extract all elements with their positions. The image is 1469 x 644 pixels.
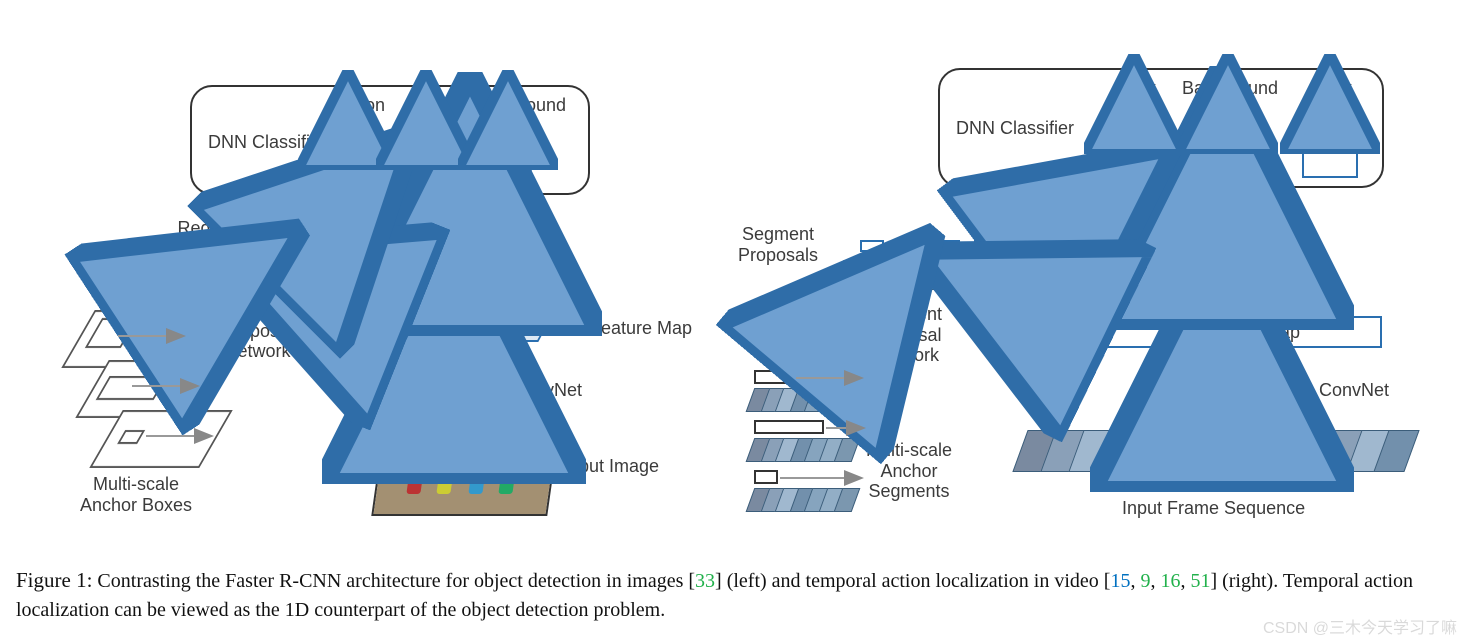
right-input-label: Input Frame Sequence <box>1122 498 1305 519</box>
right-anchor-label: Multi-scale Anchor Segments <box>866 440 952 502</box>
right-roi-out-2 <box>1302 142 1358 178</box>
right-roi-out-0 <box>1106 142 1162 178</box>
caption-text-2: ] (left) and temporal action localizatio… <box>715 570 1110 592</box>
right-class-output-0: Dunk <box>1114 78 1156 99</box>
right-anchor-bar-1 <box>754 420 824 434</box>
caption-text-3: , <box>1130 570 1140 592</box>
left-region-proposals-label: Region Proposals <box>166 218 246 259</box>
right-spn-label: Segment Proposal Network <box>870 304 942 366</box>
caption-text-1: Contrasting the Faster R-CNN architectur… <box>92 570 695 592</box>
right-proposal-strip <box>838 260 1028 290</box>
left-input-image <box>371 420 560 516</box>
left-class-output-0: Person <box>328 95 385 116</box>
right-anchor-strip-0 <box>750 388 852 412</box>
right-anchor-bar-2 <box>754 470 778 484</box>
left-roi-feature-2 <box>481 162 536 178</box>
right-segment-proposals-label: Segment Proposals <box>738 224 818 265</box>
right-class-output-2: Dunk <box>1310 78 1352 99</box>
caption-ref-3[interactable]: 9 <box>1140 570 1150 592</box>
left-convnet-label: 2D ConvNet <box>484 380 582 401</box>
caption-ref-5[interactable]: 51 <box>1190 570 1210 592</box>
caption-ref-4[interactable]: 16 <box>1160 570 1180 592</box>
caption-ref-2[interactable]: 15 <box>1110 570 1130 592</box>
right-anchor-bar-0 <box>754 370 794 384</box>
figure-number: Figure 1: <box>16 568 92 592</box>
left-classifier-label: DNN Classifier <box>208 132 326 153</box>
left-roi-feature-1 <box>399 162 454 178</box>
left-feature-map-side <box>342 328 545 342</box>
right-seg-prop-1 <box>900 240 960 252</box>
right-anchor-strip-1 <box>750 438 852 462</box>
right-class-output-1: Background <box>1182 78 1278 99</box>
left-anchor-plane-2 <box>89 410 232 468</box>
diagram-area: DNN Classifier Person Bike Background Ro… <box>0 0 1469 560</box>
left-anchor-label: Multi-scale Anchor Boxes <box>80 474 192 515</box>
figure-caption: Figure 1: Contrasting the Faster R-CNN a… <box>16 565 1453 625</box>
right-classifier-label: DNN Classifier <box>956 118 1074 139</box>
right-convnet-label: 2D or 3D ConvNet <box>1242 380 1389 401</box>
right-input-strip <box>1020 430 1409 472</box>
left-roi-pooling-label: RoI Pooling <box>334 214 427 235</box>
left-class-output-1: Bike <box>416 95 451 116</box>
right-feature-map-label: 1D Feature Map <box>1170 322 1300 343</box>
right-anchor-strip-2 <box>750 488 852 512</box>
right-roi-out-1 <box>1200 142 1256 178</box>
right-soi-pooling-label: SoI Pooling <box>1104 210 1196 231</box>
caption-text-4: , <box>1150 570 1160 592</box>
left-feature-map-label: 2D Feature Map <box>562 318 692 339</box>
right-seg-prop-2 <box>974 240 1024 252</box>
caption-text-5: , <box>1180 570 1190 592</box>
left-input-label: Input Image <box>564 456 659 477</box>
watermark-text: CSDN @三木今天学习了嘛 <box>1263 614 1457 638</box>
left-class-output-2: Background <box>470 95 566 116</box>
left-rpn-label: Region Proposal Network <box>222 300 293 362</box>
left-roi-feature-0 <box>321 162 376 178</box>
right-seg-prop-0 <box>860 240 884 252</box>
caption-ref-1[interactable]: 33 <box>695 570 715 592</box>
